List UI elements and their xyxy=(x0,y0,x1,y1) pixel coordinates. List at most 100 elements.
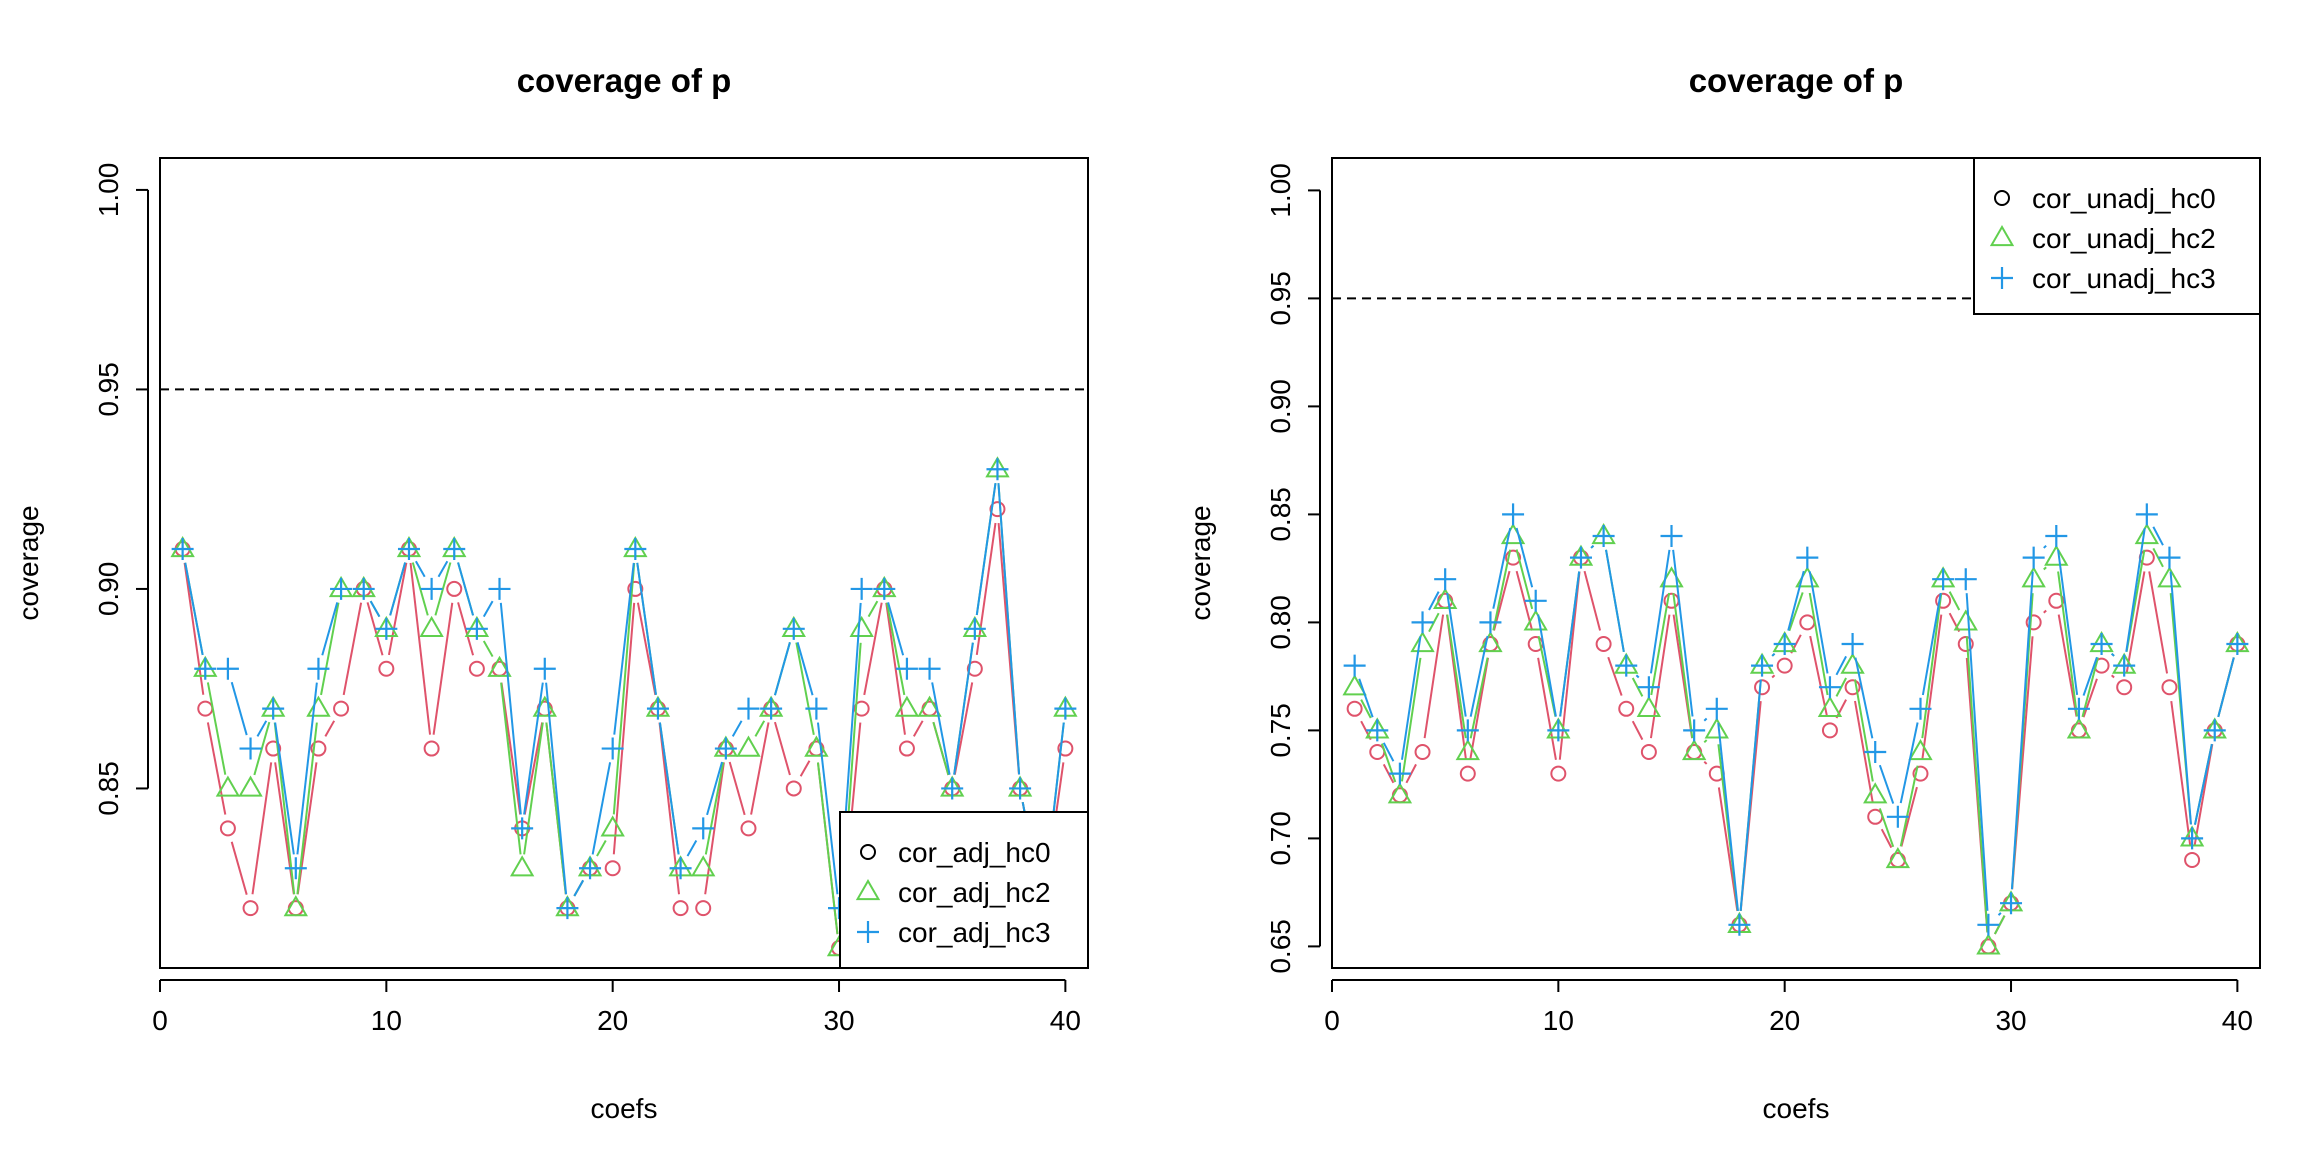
data-point xyxy=(1410,630,1435,653)
data-point xyxy=(1932,568,1955,591)
series-line-segment xyxy=(2152,526,2164,546)
data-point xyxy=(1864,741,1887,763)
plot-frame xyxy=(1331,157,2261,969)
data-point xyxy=(2067,697,2090,720)
y-tick-label: 0.80 xyxy=(1265,595,1296,650)
series-line-segment xyxy=(1703,739,1708,744)
series-line-segment xyxy=(1672,592,1694,739)
data-point xyxy=(918,657,941,680)
series-line-segment xyxy=(887,602,905,656)
series-line-segment xyxy=(1428,591,1440,611)
series-line-segment xyxy=(1854,657,1874,739)
data-point xyxy=(1704,717,1729,739)
series-line-segment xyxy=(437,560,449,578)
series-line-segment xyxy=(2043,609,2047,614)
data-point xyxy=(1456,719,1479,742)
series-line-segment xyxy=(251,762,273,895)
data-point xyxy=(1977,913,2000,936)
legend: cor_unadj_hc0 cor_unadj_hc2 cor_unadj_hc3 xyxy=(1973,157,2261,315)
series-line-segment xyxy=(206,682,227,775)
data-point xyxy=(1479,611,1502,634)
series-line-segment xyxy=(885,602,906,696)
series-line-segment xyxy=(728,761,746,816)
data-point xyxy=(2116,679,2133,696)
legend-box xyxy=(1973,157,2261,315)
data-point xyxy=(310,740,327,757)
series-line-segment xyxy=(2057,614,2078,717)
series-line-segment xyxy=(1771,652,1776,657)
series-line-segment xyxy=(1559,571,1581,717)
series-line-segment xyxy=(1899,765,1919,847)
series-line-segment xyxy=(636,602,657,696)
data-point xyxy=(1346,700,1363,717)
x-tick-label: 0 xyxy=(152,1005,168,1036)
series-line-segment xyxy=(296,682,318,855)
series-line-segment xyxy=(273,722,296,895)
data-point xyxy=(1459,765,1476,782)
series-line-segment xyxy=(754,720,766,737)
data-point xyxy=(1912,765,1929,782)
x-tick-label: 10 xyxy=(1543,1005,1574,1036)
data-point xyxy=(423,740,440,757)
series-line-segment xyxy=(2057,549,2079,696)
data-point xyxy=(1615,654,1638,677)
x-tick-label: 40 xyxy=(1050,1005,1081,1036)
y-tick-label: 0.90 xyxy=(93,562,124,617)
data-point xyxy=(265,740,282,757)
data-point xyxy=(2021,566,2046,588)
data-point xyxy=(2134,522,2160,545)
data-point xyxy=(1908,738,1933,761)
chart-title: coverage of p xyxy=(1689,62,1904,99)
data-point xyxy=(1840,652,1865,674)
series-line-segment xyxy=(1631,720,1644,741)
series-line-segment xyxy=(1650,592,1671,696)
series-line-segment xyxy=(596,840,607,857)
series-line-segment xyxy=(612,602,636,855)
series-line-segment xyxy=(1717,787,1739,912)
data-point xyxy=(1935,592,1952,609)
data-point xyxy=(1681,738,1707,761)
series-line-segment xyxy=(256,720,268,737)
series-line-segment xyxy=(321,602,339,656)
data-point xyxy=(443,538,466,561)
series-line-segment xyxy=(2193,743,2213,825)
series-line-segment xyxy=(1649,549,1671,674)
series-line-segment xyxy=(1635,674,1640,679)
series-line-segment xyxy=(369,600,381,618)
data-point xyxy=(1754,679,1771,696)
data-point xyxy=(397,538,420,561)
data-point xyxy=(624,538,647,561)
series-line-segment xyxy=(636,562,657,695)
series-line-segment xyxy=(1994,915,2006,935)
data-point xyxy=(194,657,217,680)
data-point xyxy=(2157,566,2182,588)
y-tick-label: 0.75 xyxy=(1265,703,1296,758)
data-point xyxy=(894,695,920,717)
series-line-segment xyxy=(1878,764,1895,804)
data-point xyxy=(2000,892,2023,915)
data-point xyxy=(242,900,259,917)
data-point xyxy=(1660,525,1683,547)
series-line-segment xyxy=(1899,722,1919,804)
data-point xyxy=(171,538,194,561)
series-line-segment xyxy=(1835,677,1847,697)
data-point xyxy=(579,857,602,880)
series-line-segment xyxy=(613,562,635,735)
series-line-segment xyxy=(1672,549,1694,717)
data-point xyxy=(2045,525,2068,547)
data-point xyxy=(849,615,874,637)
data-point xyxy=(2184,852,2201,868)
data-point xyxy=(378,660,395,677)
data-point xyxy=(1366,719,1389,742)
series-line-segment xyxy=(1787,570,1805,631)
series-line-segment xyxy=(1878,808,1895,848)
data-point xyxy=(556,897,579,920)
series-line-segment xyxy=(1703,760,1708,765)
legend-label: cor_adj_hc3 xyxy=(898,917,1051,948)
series-line-segment xyxy=(1492,527,1512,609)
data-point xyxy=(2022,546,2045,569)
data-point xyxy=(465,617,488,640)
series-line-segment xyxy=(1835,699,1847,719)
y-tick-label: 0.85 xyxy=(1265,487,1296,542)
series-line-segment xyxy=(1854,700,1874,804)
